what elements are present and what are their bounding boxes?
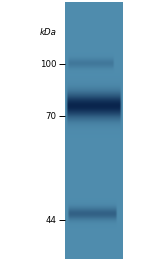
Text: 100: 100 (40, 60, 56, 69)
Text: 70: 70 (45, 112, 56, 121)
Text: 44: 44 (45, 216, 56, 225)
Text: kDa: kDa (39, 28, 56, 37)
